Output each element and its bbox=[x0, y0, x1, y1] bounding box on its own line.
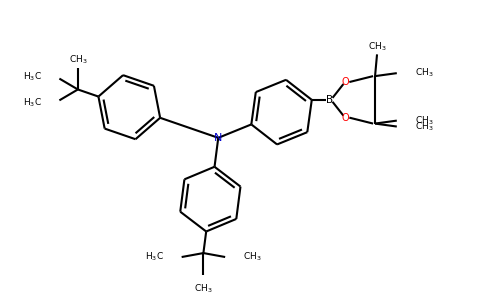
Text: CH$_3$: CH$_3$ bbox=[368, 40, 386, 53]
Text: CH$_3$: CH$_3$ bbox=[194, 283, 212, 295]
Text: H$_3$C: H$_3$C bbox=[145, 251, 164, 263]
Text: O: O bbox=[342, 77, 349, 87]
Text: B: B bbox=[326, 95, 333, 105]
Text: CH$_3$: CH$_3$ bbox=[243, 251, 261, 263]
Text: CH$_3$: CH$_3$ bbox=[415, 67, 433, 80]
Text: CH$_3$: CH$_3$ bbox=[415, 120, 433, 133]
Text: H$_3$C: H$_3$C bbox=[23, 96, 42, 109]
Text: CH$_3$: CH$_3$ bbox=[415, 114, 433, 127]
Text: H$_3$C: H$_3$C bbox=[23, 70, 42, 83]
Text: N: N bbox=[214, 133, 223, 143]
Text: O: O bbox=[342, 112, 349, 123]
Text: CH$_3$: CH$_3$ bbox=[69, 54, 87, 66]
